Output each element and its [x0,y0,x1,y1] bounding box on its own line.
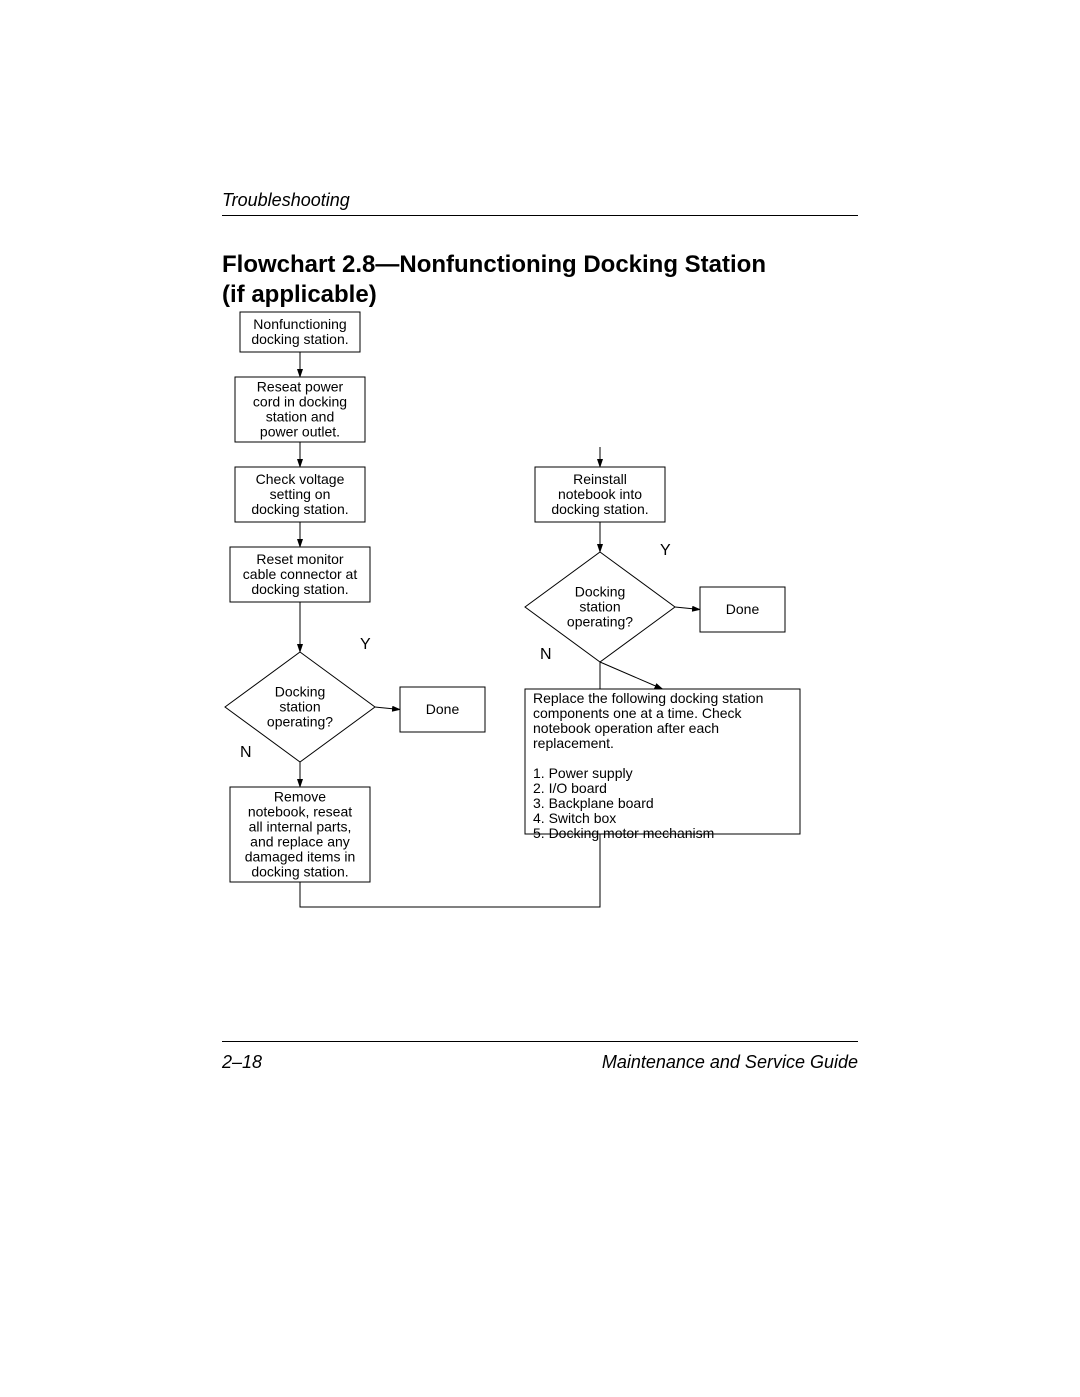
edge-label: N [240,744,252,761]
flowchart-canvas: YNYNNonfunctioningdocking station.Reseat… [175,307,875,957]
svg-text:station: station [579,599,620,615]
node-n4: Reset monitorcable connector atdocking s… [230,547,370,602]
svg-text:docking station.: docking station. [251,581,348,597]
svg-text:2. I/O board: 2. I/O board [533,780,607,796]
svg-text:all internal parts,: all internal parts, [249,819,352,835]
svg-text:setting on: setting on [270,486,331,502]
svg-text:station: station [279,699,320,715]
svg-text:docking station.: docking station. [251,501,348,517]
svg-text:docking station.: docking station. [251,331,348,347]
svg-text:notebook operation after each: notebook operation after each [533,720,719,736]
svg-text:docking station.: docking station. [551,501,648,517]
footer-rule [222,1041,858,1042]
svg-text:3. Backplane board: 3. Backplane board [533,795,654,811]
node-done1: Done [400,687,485,732]
edge [675,607,700,610]
svg-text:5. Docking motor mechanism: 5. Docking motor mechanism [533,825,714,841]
svg-text:Done: Done [726,601,760,617]
edge [600,662,663,689]
title-line-1: Flowchart 2.8—Nonfunctioning Docking Sta… [222,251,766,278]
node-n6: Reinstallnotebook intodocking station. [535,467,665,522]
node-n5: Removenotebook, reseatall internal parts… [230,787,370,882]
svg-text:operating?: operating? [567,614,633,630]
svg-text:Remove: Remove [274,789,326,805]
flowchart-title: Flowchart 2.8—Nonfunctioning Docking Sta… [222,250,766,310]
svg-text:Check voltage: Check voltage [256,471,345,487]
node-n1: Nonfunctioningdocking station. [240,312,360,352]
svg-text:4. Switch box: 4. Switch box [533,810,616,826]
svg-text:Reseat power: Reseat power [257,379,344,395]
svg-text:Done: Done [426,701,460,717]
svg-text:operating?: operating? [267,714,333,730]
svg-text:components one at a time. Chec: components one at a time. Check [533,705,743,721]
svg-text:replacement.: replacement. [533,735,614,751]
page: Troubleshooting Flowchart 2.8—Nonfunctio… [0,0,1080,1397]
svg-text:1. Power supply: 1. Power supply [533,765,633,781]
edge-label: Y [360,636,371,653]
svg-text:cable connector at: cable connector at [243,566,358,582]
edge-label: N [540,646,552,663]
svg-text:Docking: Docking [575,584,626,600]
edge [375,707,400,710]
node-n7: Replace the following docking stationcom… [525,689,800,841]
svg-text:Docking: Docking [275,684,326,700]
svg-text:damaged items in: damaged items in [245,849,356,865]
svg-text:cord in docking: cord in docking [253,394,347,410]
node-n3: Check voltagesetting ondocking station. [235,467,365,522]
svg-text:power outlet.: power outlet. [260,424,340,440]
svg-text:notebook, reseat: notebook, reseat [248,804,352,820]
svg-text:docking station.: docking station. [251,864,348,880]
header-rule [222,215,858,216]
edge-label: Y [660,542,671,559]
node-n2: Reseat powercord in dockingstation andpo… [235,377,365,442]
svg-text:and replace any: and replace any [250,834,350,850]
node-done2: Done [700,587,785,632]
footer-page-number: 2–18 [222,1052,262,1073]
title-line-2: (if applicable) [222,281,377,308]
svg-text:Replace the following docking: Replace the following docking station [533,690,763,706]
svg-text:Nonfunctioning: Nonfunctioning [253,316,346,332]
header-section-label: Troubleshooting [222,190,350,211]
footer-doc-title: Maintenance and Service Guide [602,1052,858,1073]
svg-text:notebook into: notebook into [558,486,642,502]
svg-text:Reinstall: Reinstall [573,471,627,487]
svg-text:Reset monitor: Reset monitor [256,551,343,567]
svg-text:station and: station and [266,409,335,425]
